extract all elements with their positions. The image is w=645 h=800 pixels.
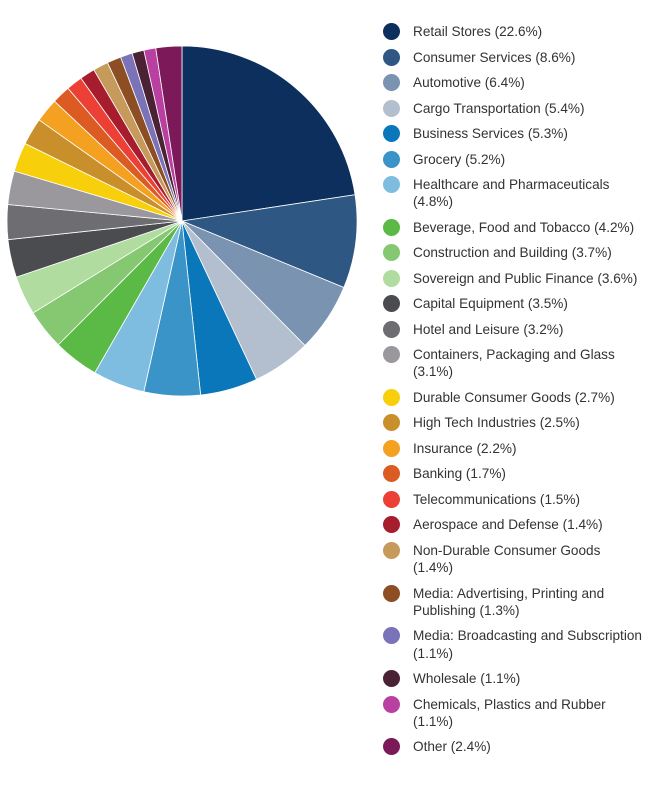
legend-item: Non-Durable Consumer Goods (1.4%): [383, 541, 643, 576]
legend-swatch: [383, 346, 400, 364]
legend-item: Containers, Packaging and Glass (3.1%): [383, 346, 643, 380]
legend-label: Telecommunications (1.5%): [413, 491, 580, 507]
legend-swatch: [383, 150, 400, 168]
legend-item: Cargo Transportation (5.4%): [383, 99, 643, 117]
legend-label: Other (2.4%): [413, 739, 491, 755]
legend-item: Durable Consumer Goods (2.7%): [383, 388, 643, 406]
legend-item: Media: Broadcasting and Subscription (1.…: [383, 627, 643, 661]
legend-item: Construction and Building (3.7%): [383, 244, 643, 262]
legend-item: Hotel and Leisure (3.2%): [383, 320, 643, 338]
legend-item: Telecommunications (1.5%): [383, 490, 643, 508]
legend-label: Sovereign and Public Finance (3.6%): [413, 270, 638, 286]
legend-item: Business Services (5.3%): [383, 125, 643, 142]
legend-swatch: [383, 295, 400, 313]
pie-chart: [6, 45, 358, 397]
legend-item: Beverage, Food and Tobacco (4.2%): [383, 218, 643, 236]
legend-item: High Tech Industries (2.5%): [383, 414, 643, 432]
legend-label: Beverage, Food and Tobacco (4.2%): [413, 219, 635, 235]
pie-slice: [180, 194, 358, 288]
legend-label: Grocery (5.2%): [413, 151, 506, 167]
pie-slice: [155, 45, 183, 222]
legend-label: Capital Equipment (3.5%): [413, 296, 568, 312]
legend-swatch: [383, 414, 400, 432]
pie-slice: [181, 45, 356, 222]
legend-swatch: [383, 176, 400, 193]
legend-swatch: [383, 627, 400, 645]
legend-label: Banking (1.7%): [413, 466, 506, 482]
legend-label: Chemicals, Plastics and Rubber (1.1%): [413, 696, 606, 729]
legend-label: Construction and Building (3.7%): [413, 245, 612, 261]
legend-item: Automotive (6.4%): [383, 74, 643, 91]
legend-item: Wholesale (1.1%): [383, 670, 643, 688]
legend-swatch: [383, 541, 400, 559]
legend-label: Wholesale (1.1%): [413, 671, 521, 687]
legend-swatch: [383, 125, 400, 142]
legend: Retail Stores (22.6%) Consumer Services (…: [383, 23, 643, 756]
legend-swatch: [383, 269, 400, 287]
legend-item: Sovereign and Public Finance (3.6%): [383, 269, 643, 287]
legend-label: Retail Stores (22.6%): [413, 24, 543, 39]
legend-label: Media: Broadcasting and Subscription (1.…: [413, 628, 642, 661]
legend-swatch: [383, 439, 400, 457]
legend-item: Retail Stores (22.6%): [383, 23, 643, 40]
legend-swatch: [383, 388, 400, 406]
legend-swatch: [383, 244, 400, 262]
legend-swatch: [383, 738, 400, 756]
legend-swatch: [383, 48, 400, 66]
legend-swatch: [383, 670, 400, 688]
legend-swatch: [383, 218, 400, 236]
legend-label: Non-Durable Consumer Goods (1.4%): [413, 542, 601, 576]
legend-swatch: [383, 320, 400, 338]
legend-item: Capital Equipment (3.5%): [383, 295, 643, 313]
legend-label: Media: Advertising, Printing and Publish…: [413, 585, 605, 618]
legend-swatch: [383, 99, 400, 117]
legend-item: Consumer Services (8.6%): [383, 48, 643, 66]
legend-item: Grocery (5.2%): [383, 150, 643, 168]
legend-swatch: [383, 490, 400, 508]
legend-label: Durable Consumer Goods (2.7%): [413, 389, 615, 405]
legend-label: Hotel and Leisure (3.2%): [413, 321, 564, 337]
legend-label: Containers, Packaging and Glass (3.1%): [413, 347, 615, 380]
legend-label: Insurance (2.2%): [413, 440, 517, 456]
legend-swatch: [383, 465, 400, 483]
legend-label: Healthcare and Pharmaceuticals (4.8%): [413, 177, 610, 210]
legend-label: Consumer Services (8.6%): [413, 49, 576, 65]
legend-item: Banking (1.7%): [383, 465, 643, 483]
legend-label: Cargo Transportation (5.4%): [413, 100, 585, 116]
legend-item: Other (2.4%): [383, 738, 643, 756]
legend-label: Business Services (5.3%): [413, 126, 568, 141]
legend-label: High Tech Industries (2.5%): [413, 415, 580, 431]
legend-label: Aerospace and Defense (1.4%): [413, 517, 603, 533]
legend-item: Chemicals, Plastics and Rubber (1.1%): [383, 695, 643, 730]
legend-item: Aerospace and Defense (1.4%): [383, 516, 643, 534]
legend-item: Insurance (2.2%): [383, 439, 643, 457]
legend-label: Automotive (6.4%): [413, 75, 525, 90]
legend-item: Media: Advertising, Printing and Publish…: [383, 584, 643, 619]
legend-swatch: [383, 23, 400, 40]
legend-swatch: [383, 584, 400, 602]
legend-swatch: [383, 516, 400, 534]
legend-item: Healthcare and Pharmaceuticals (4.8%): [383, 176, 643, 210]
legend-swatch: [383, 695, 400, 713]
legend-swatch: [383, 74, 400, 91]
